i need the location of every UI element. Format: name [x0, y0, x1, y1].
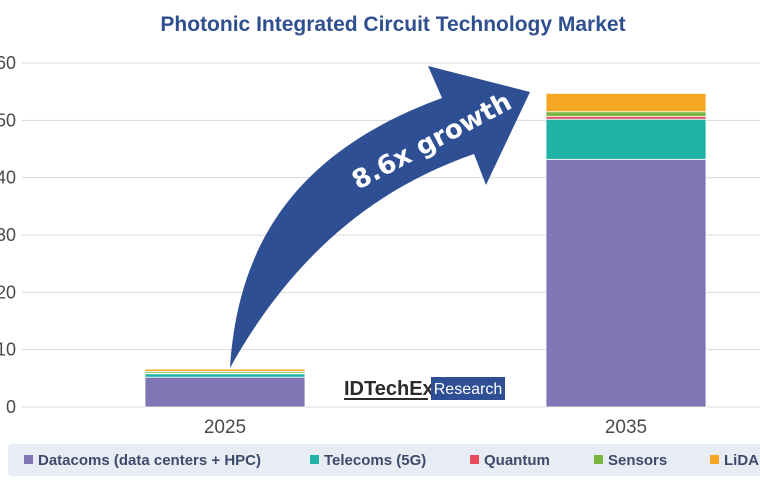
legend-label: LiDAR: [724, 452, 760, 469]
bar-segment: [545, 92, 707, 113]
x-axis-categories: 2025 2035: [204, 417, 647, 438]
bar-segment: [144, 376, 306, 408]
x-category-label: 2035: [605, 417, 647, 438]
y-tick-label: 40: [0, 168, 16, 188]
legend-swatch: [594, 455, 603, 464]
idtechex-logo: IDTechEx Research: [344, 377, 505, 400]
bars: [144, 92, 707, 408]
y-tick-label: 30: [0, 225, 16, 245]
legend-swatch: [470, 455, 479, 464]
legend: Datacoms (data centers + HPC) Telecoms (5…: [24, 452, 760, 469]
bar-segment: [144, 368, 306, 372]
legend-label: Telecoms (5G): [324, 452, 426, 469]
logo-brand: IDTechEx: [344, 378, 434, 400]
bar-segment: [545, 158, 707, 408]
legend-label: Sensors: [608, 452, 667, 469]
legend-label: Datacoms (data centers + HPC): [38, 452, 261, 469]
y-tick-label: 0: [6, 397, 16, 417]
y-tick-label: 50: [0, 110, 16, 130]
legend-swatch: [710, 455, 719, 464]
logo-sub: Research: [434, 381, 502, 398]
legend-swatch: [310, 455, 319, 464]
bar-segment: [545, 118, 707, 160]
legend-box: [8, 444, 760, 476]
y-tick-label: 20: [0, 282, 16, 302]
bar-segment: [545, 111, 707, 117]
bar-segment: [144, 373, 306, 378]
chart-title: Photonic Integrated Circuit Technology M…: [160, 13, 625, 36]
x-category-label: 2025: [204, 417, 246, 438]
y-tick-label: 60: [0, 53, 16, 73]
legend-swatch: [24, 455, 33, 464]
growth-arrow: 8.6x growth: [230, 66, 530, 368]
y-axis-ticks: 0 10 20 30 40 50 60: [0, 53, 16, 417]
legend-label: Quantum: [484, 452, 550, 469]
bar-segment: [545, 115, 707, 120]
y-tick-label: 10: [0, 340, 16, 360]
